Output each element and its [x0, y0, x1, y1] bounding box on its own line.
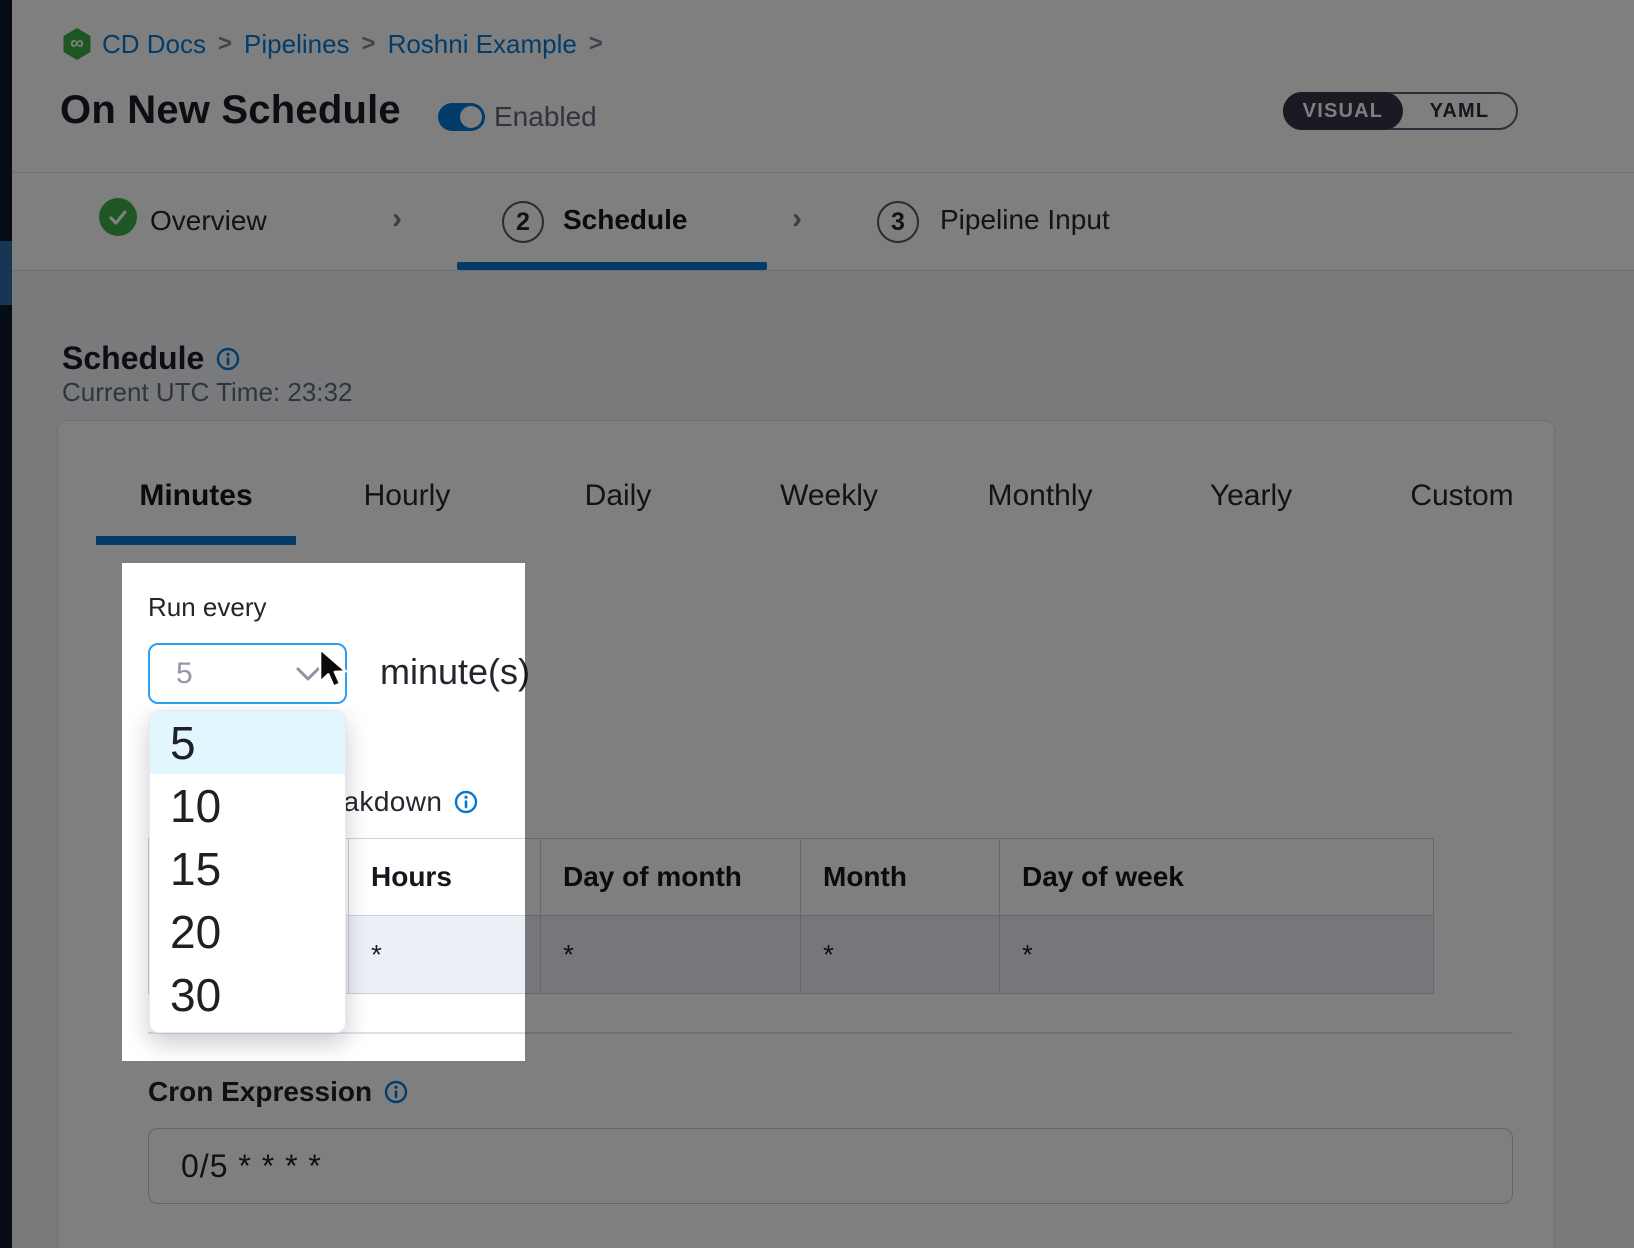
table-header-day-of-week: Day of week — [1022, 861, 1184, 892]
breadcrumb-separator: > — [361, 30, 376, 57]
minutes-unit-label: minute(s) — [380, 651, 531, 692]
section-divider — [148, 1032, 1513, 1034]
table-header-day-of-month: Day of month — [541, 839, 801, 915]
table-header-minutes — [149, 839, 349, 915]
cd-module-icon: ∞ — [63, 28, 91, 60]
cron-expression-label: Cron Expression — [148, 1076, 373, 1107]
table-value-row: * * * * — [149, 916, 1433, 993]
table-header-month: Month — [801, 839, 1000, 915]
table-cell-day-of-month: * — [541, 916, 801, 993]
breadcrumb-separator: > — [218, 30, 233, 57]
tab-monthly[interactable]: Monthly — [987, 479, 1093, 512]
yaml-mode-button[interactable]: YAML — [1429, 99, 1490, 122]
breadcrumb-link-cd-docs[interactable]: CD Docs — [102, 28, 207, 59]
breadcrumb-link-pipeline-name[interactable]: Roshni Example — [387, 28, 577, 59]
tab-minutes[interactable]: Minutes — [139, 479, 253, 512]
info-icon[interactable] — [216, 347, 240, 371]
table-cell-minutes — [149, 916, 349, 993]
active-step-underline — [457, 262, 767, 270]
step-3-number: 3 — [877, 201, 919, 243]
cron-breakdown-table: Hours Day of month Month Day of week * *… — [148, 838, 1434, 994]
enabled-toggle[interactable] — [438, 103, 485, 131]
tab-hourly[interactable]: Hourly — [363, 479, 451, 512]
breadcrumb-separator: > — [588, 30, 603, 57]
left-nav-edge — [0, 0, 12, 1248]
mouse-cursor-icon — [319, 648, 348, 688]
info-icon[interactable] — [454, 790, 478, 814]
cron-expression-input[interactable]: 0/5 * * * * — [148, 1128, 1513, 1204]
dropdown-option-30[interactable]: 30 — [150, 963, 345, 1026]
page-header — [12, 0, 1634, 172]
step-overview[interactable]: Overview — [150, 205, 267, 236]
minutes-dropdown-menu: 5 10 15 20 30 — [149, 710, 346, 1033]
page-title: On New Schedule — [60, 88, 401, 132]
run-every-label: Run every — [148, 592, 267, 622]
current-utc-time: Current UTC Time: 23:32 — [62, 377, 353, 407]
chevron-right-icon: › — [792, 202, 802, 235]
visual-yaml-toggle: VISUAL YAML — [1283, 92, 1518, 130]
minutes-select[interactable]: 5 — [148, 643, 347, 704]
step-complete-check-icon — [99, 198, 137, 236]
breadcrumb: ∞ CD Docs > Pipelines > Roshni Example > — [62, 28, 605, 60]
active-tab-underline — [96, 536, 296, 545]
schedule-heading-row: Schedule — [62, 340, 240, 377]
dropdown-option-5[interactable]: 5 — [150, 711, 345, 774]
step-pipeline-input[interactable]: Pipeline Input — [940, 204, 1110, 235]
schedule-heading: Schedule — [62, 340, 205, 376]
dropdown-option-15[interactable]: 15 — [150, 837, 345, 900]
info-icon[interactable] — [384, 1080, 408, 1104]
table-header-row: Hours Day of month Month Day of week — [149, 839, 1433, 916]
step-schedule[interactable]: Schedule — [563, 204, 688, 235]
minutes-select-value: 5 — [176, 656, 193, 690]
tab-yearly[interactable]: Yearly — [1209, 479, 1293, 512]
dropdown-option-20[interactable]: 20 — [150, 900, 345, 963]
table-header-hours: Hours — [349, 839, 541, 915]
cron-expression-row: Cron Expression — [148, 1076, 408, 1108]
table-cell-day-of-week: * — [1022, 938, 1033, 970]
chevron-down-icon — [296, 667, 320, 680]
cron-expression-value: 0/5 * * * * — [181, 1147, 322, 1184]
chevron-right-icon: › — [392, 202, 402, 235]
table-cell-hours: * — [349, 916, 541, 993]
tab-custom[interactable]: Custom — [1410, 479, 1514, 512]
step-2-number: 2 — [502, 201, 544, 243]
tab-daily[interactable]: Daily — [584, 479, 652, 512]
breadcrumb-link-pipelines[interactable]: Pipelines — [244, 28, 350, 59]
table-cell-month: * — [801, 916, 1000, 993]
left-nav-active-indicator — [0, 241, 12, 305]
tab-weekly[interactable]: Weekly — [780, 479, 878, 512]
toggle-knob — [460, 106, 482, 128]
dropdown-option-10[interactable]: 10 — [150, 774, 345, 837]
visual-mode-button[interactable]: VISUAL — [1283, 92, 1403, 130]
enabled-label: Enabled — [494, 101, 597, 132]
wizard-stepper — [12, 172, 1634, 271]
